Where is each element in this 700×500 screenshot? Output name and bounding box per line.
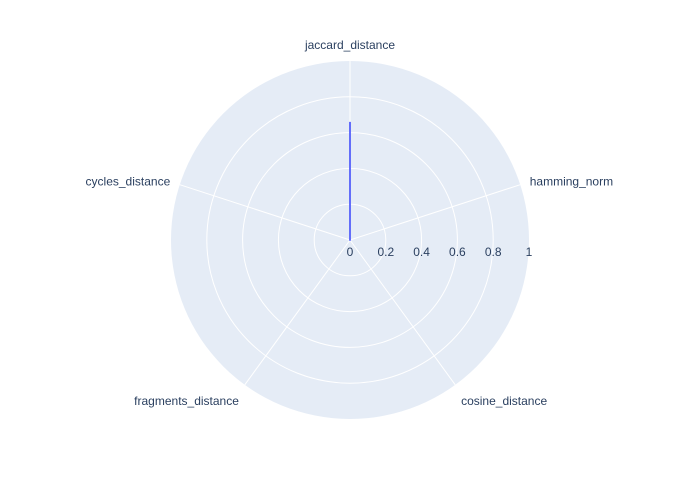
axis-label-fragments-distance: fragments_distance <box>134 394 239 408</box>
axis-spoke <box>349 184 521 241</box>
axis-label-jaccard-distance: jaccard_distance <box>304 38 395 52</box>
axis-label-hamming-norm: hamming_norm <box>530 175 613 189</box>
radial-tick-label: 0.2 <box>377 245 394 259</box>
radial-tick-labels: 0 0.2 0.4 0.6 0.8 1 <box>347 245 533 259</box>
axis-label-cycles-distance: cycles_distance <box>86 175 171 189</box>
axis-spoke <box>349 239 456 386</box>
radial-tick-label: 0 <box>347 245 354 259</box>
axis-spoke <box>244 239 351 386</box>
radial-tick-label: 0.4 <box>413 245 430 259</box>
axis-label-cosine-distance: cosine_distance <box>461 394 547 408</box>
radial-tick-label: 0.8 <box>485 245 502 259</box>
angular-grid <box>179 61 521 386</box>
radial-tick-label: 1 <box>526 245 533 259</box>
radial-tick-label: 0.6 <box>449 245 466 259</box>
axis-spoke <box>179 184 351 241</box>
axis-labels: jaccard_distance hamming_norm cosine_dista… <box>86 38 614 408</box>
